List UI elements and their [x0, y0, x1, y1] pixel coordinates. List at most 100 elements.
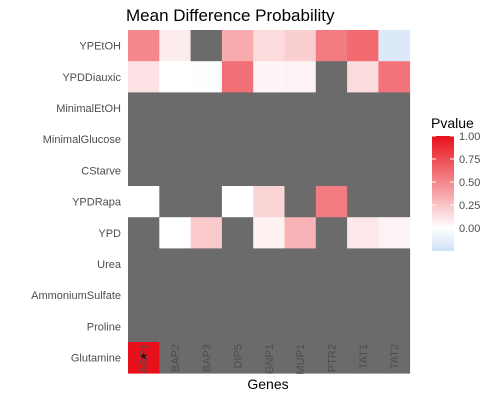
heatmap-cell — [347, 310, 379, 343]
x-tick-label: BAP3 — [201, 344, 213, 372]
heatmap-cell — [128, 217, 160, 249]
heatmap-cell — [159, 92, 191, 124]
heatmap-cell — [253, 92, 285, 124]
heatmap-cell — [159, 342, 191, 374]
heatmap-cell — [378, 217, 411, 249]
x-tick-label: GNP1 — [264, 344, 276, 374]
heatmap-cell — [190, 123, 223, 156]
heatmap-cell — [315, 248, 348, 280]
heatmap-cell — [347, 217, 379, 249]
heatmap-cell — [347, 248, 379, 280]
heatmap-cell — [221, 186, 254, 218]
y-tick-label: CStarve — [81, 165, 121, 177]
heatmap-cell — [221, 248, 254, 280]
heatmap-cell — [128, 30, 160, 62]
y-tick-label: Glutamine — [71, 353, 121, 365]
legend-tick-label: 0.00 — [459, 223, 480, 235]
heatmap-cell — [253, 279, 285, 312]
heatmap-cell — [253, 61, 285, 93]
x-tick-label: DIP5 — [233, 344, 245, 368]
heatmap-cell — [128, 154, 160, 187]
legend-tick-label: 1.00 — [459, 131, 480, 143]
heatmap-cell — [284, 92, 317, 124]
heatmap-cell — [253, 123, 285, 156]
y-axis-tick-labels: YPEtOH YPDDiauxic MinimalEtOH MinimalGlucos… — [31, 41, 122, 365]
heatmap-cell — [253, 186, 285, 218]
heatmap-cell — [284, 30, 317, 62]
heatmap-cell — [315, 342, 348, 374]
y-tick-label: Urea — [97, 259, 122, 271]
heatmap-cell — [347, 154, 379, 187]
heatmap-cell — [347, 279, 379, 312]
heatmap-cell — [190, 61, 223, 93]
legend: Pvalue 1.00 0.75 0.50 0.25 0.00 — [431, 115, 480, 251]
heatmap-cell — [347, 342, 379, 374]
heatmap-cell — [190, 154, 223, 187]
heatmap-cell — [221, 342, 254, 374]
heatmap-cell — [253, 342, 285, 374]
heatmap-cell — [190, 279, 223, 312]
heatmap-cell — [378, 154, 411, 187]
heatmap-cell — [284, 310, 317, 343]
heatmap-cell — [190, 310, 223, 343]
heatmap-cell — [347, 61, 379, 93]
heatmap-cell — [284, 217, 317, 249]
heatmap-cell — [159, 154, 191, 187]
heatmap-cell — [221, 154, 254, 187]
heatmap-cell — [315, 61, 348, 93]
x-axis-label: Genes — [247, 376, 288, 392]
heatmap-cell — [253, 248, 285, 280]
heatmap-cell — [128, 248, 160, 280]
legend-title: Pvalue — [431, 115, 474, 131]
y-tick-label: YPEtOH — [79, 41, 121, 53]
heatmap-cell — [221, 217, 254, 249]
legend-tick-label: 0.50 — [459, 177, 480, 189]
heatmap-cell — [315, 123, 348, 156]
y-tick-label: MinimalEtOH — [56, 103, 121, 115]
chart-title: Mean Difference Probability — [126, 6, 335, 25]
legend-ticks: 1.00 0.75 0.50 0.25 0.00 — [432, 131, 480, 235]
heatmap-cell — [221, 92, 254, 124]
heatmap-cell — [190, 217, 223, 249]
heatmap-cell — [347, 186, 379, 218]
heatmap-cell — [253, 154, 285, 187]
heatmap-cell — [315, 279, 348, 312]
heatmap-cell — [378, 123, 411, 156]
legend-colorbar — [432, 136, 454, 251]
heatmap-cell — [159, 186, 191, 218]
heatmap-cell — [315, 154, 348, 187]
significance-marker: * — [141, 351, 147, 368]
heatmap-cell — [284, 186, 317, 218]
x-tick-label: BAP2 — [170, 344, 182, 372]
heatmap-cell — [315, 310, 348, 343]
heatmap-cell — [253, 30, 285, 62]
heatmap-cell — [347, 92, 379, 124]
heatmap-cell — [128, 186, 160, 218]
x-tick-label: PTR2 — [326, 344, 338, 372]
heatmap-cell — [347, 123, 379, 156]
heatmap-cell — [159, 248, 191, 280]
heatmap-cell — [378, 248, 411, 280]
heatmap-cell — [221, 30, 254, 62]
heatmap-cell — [159, 61, 191, 93]
x-tick-label: AGP1 — [139, 344, 151, 373]
x-axis-tick-labels: AGP1 BAP2 BAP3 DIP5 GNP1 MUP1 PTR2 TAT1 TAT2 — [139, 344, 401, 375]
heatmap-cell — [284, 342, 317, 374]
heatmap-cell — [284, 279, 317, 312]
heatmap-cell — [128, 342, 160, 374]
y-tick-label: Proline — [87, 321, 121, 333]
heatmap-cell — [221, 279, 254, 312]
heatmap-cell — [378, 61, 411, 93]
heatmap-cells — [128, 30, 411, 374]
heatmap-cell — [378, 30, 411, 62]
heatmap-cell — [159, 279, 191, 312]
heatmap-cell — [159, 217, 191, 249]
heatmap-cell — [159, 123, 191, 156]
cell-annotations: * — [141, 351, 147, 368]
heatmap-cell — [128, 92, 160, 124]
heatmap-cell — [284, 154, 317, 187]
legend-tick-label: 0.25 — [459, 200, 480, 212]
heatmap-cell — [128, 279, 160, 312]
y-tick-label: YPDRapa — [72, 197, 122, 209]
